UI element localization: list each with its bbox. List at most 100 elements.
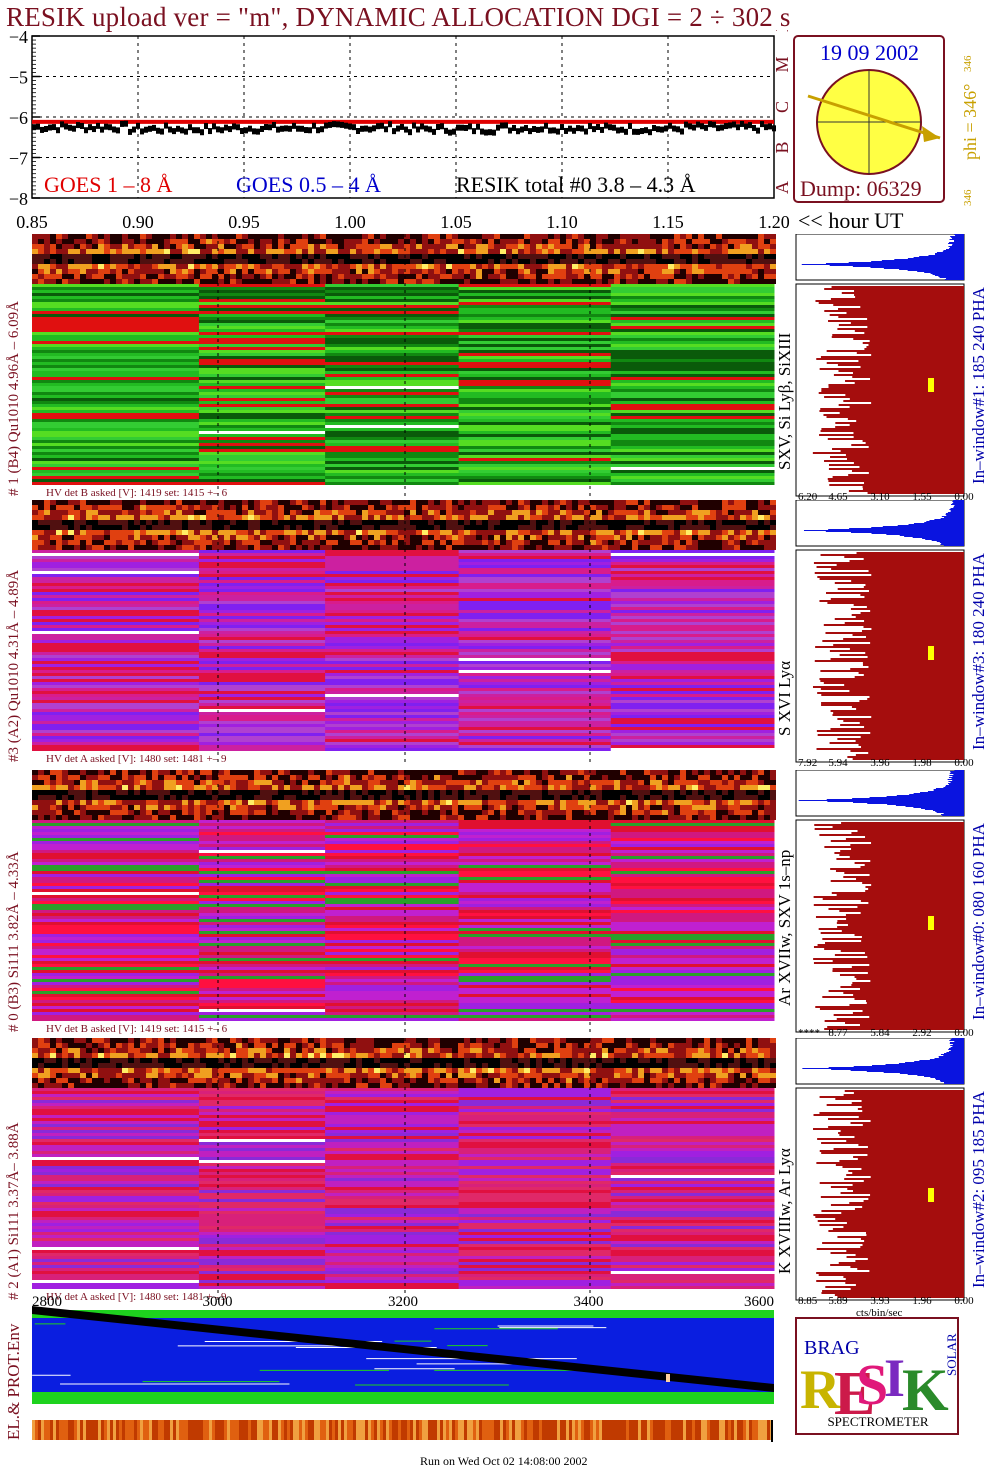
strip-cell [440,530,446,535]
spectrogram-row [610,646,775,649]
strip-cell [104,510,110,515]
strip-cell [554,795,560,800]
strip-cell [320,234,326,239]
strip-cell [644,249,650,254]
strip-cell [530,780,536,785]
strip-cell [722,785,728,790]
strip-cell [38,234,44,239]
strip-cell [200,259,206,264]
resik-total-point [484,129,488,136]
strip-cell [668,795,674,800]
strip-cell [740,770,746,775]
strip-cell [236,790,242,795]
strip-cell [128,770,134,775]
strip-cell [566,520,572,525]
flux-class-letter: X [772,30,790,32]
strip-cell [212,775,218,780]
strip-cell [134,269,140,274]
spectrogram-row [325,383,460,386]
strip-cell [176,795,182,800]
strip-cell [62,244,68,249]
strip-cell [320,500,326,505]
strip-cell [242,775,248,780]
spectrogram-row [32,452,200,455]
resik-total-point [600,126,604,133]
strip-cell [422,810,428,815]
strip-cell [122,540,128,545]
strip-cell [746,780,752,785]
strip-cell [92,269,98,274]
strip-cell [716,259,722,264]
strip-cell [230,535,236,540]
resik-total-point [488,129,492,136]
hist-bar [823,682,964,684]
strip-cell [404,810,410,815]
strip-cell [200,234,206,239]
strip-cell [200,815,206,820]
strip-cell [374,800,380,805]
strip-cell [296,795,302,800]
spectrogram-row [458,616,612,619]
resik-total-point [164,122,168,129]
strip-cell [248,775,254,780]
line-label: SXV, Si Lyβ, SiXIII [775,332,794,470]
strip-cell [242,274,248,279]
spectrogram-row [610,643,775,646]
strip-cell [374,500,380,505]
spectrogram-row [458,676,612,679]
spectrogram-row [458,371,612,374]
strip-cell [440,540,446,545]
strip-cell [128,244,134,249]
strip-cell [440,254,446,259]
strip-cell [764,795,770,800]
strip-cell [608,269,614,274]
strip-cell [398,525,404,530]
strip-cell [566,770,572,775]
strip-cell [32,530,38,535]
strip-cell [248,525,254,530]
strip-cell [668,234,674,239]
strip-cell [554,239,560,244]
strip-cell [440,770,446,775]
strip-cell [482,264,488,269]
strip-cell [680,535,686,540]
strip-cell [620,234,626,239]
spectrogram-row [198,739,326,742]
strip-cell [470,800,476,805]
spectrogram-row [458,610,612,613]
strip-cell [344,269,350,274]
spectrogram-row [325,326,460,329]
strip-cell [344,775,350,780]
strip-cell [248,535,254,540]
strip-cell [116,269,122,274]
strip-cell [482,775,488,780]
strip-cell [182,279,188,284]
strip-cell [764,279,770,284]
strip-cell [80,234,86,239]
strip-cell [422,780,428,785]
spectrogram-row [458,655,612,658]
strip-cell [206,540,212,545]
strip-cell [92,264,98,269]
spectrogram-row [458,589,612,592]
strip-cell [590,239,596,244]
hist-bar [852,758,964,760]
strip-cell [446,520,452,525]
resik-total-point [232,123,236,130]
strip-cell [74,790,80,795]
strip-cell [374,510,380,515]
strip-cell [134,775,140,780]
strip-cell [260,279,266,284]
strip-cell [302,279,308,284]
strip-cell [692,805,698,810]
pha-bar [948,246,964,247]
strip-cell [722,810,728,815]
hist-bar [853,604,964,606]
strip-cell [674,770,680,775]
resik-total-point [112,126,116,133]
strip-cell [692,780,698,785]
pha-bar [929,520,964,521]
strip-cell [152,505,158,510]
strip-cell [398,805,404,810]
strip-cell [644,239,650,244]
